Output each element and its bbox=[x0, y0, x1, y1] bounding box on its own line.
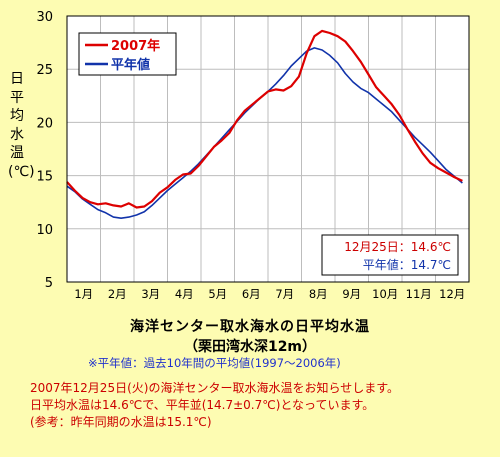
y-tick-label: 10 bbox=[36, 223, 53, 238]
normal-value-note: ※平年値：過去10年間の平均値(1997～2006年) bbox=[88, 356, 341, 370]
plot-border bbox=[66, 15, 470, 283]
annotation-box bbox=[321, 234, 459, 276]
chart-title: 海洋センター取水海水の日平均水温 bbox=[130, 319, 370, 335]
x-tick-label: 7月 bbox=[275, 287, 294, 301]
x-tick-label: 6月 bbox=[242, 287, 261, 301]
x-tick-label: 1月 bbox=[74, 287, 93, 301]
x-tick-label: 12月 bbox=[439, 287, 465, 301]
x-tick-label: 8月 bbox=[309, 287, 328, 301]
series-line-2007 bbox=[66, 29, 463, 209]
notice-line-3: (参考：昨年同期の水温は15.1℃) bbox=[30, 415, 212, 429]
legend-box bbox=[78, 32, 177, 76]
latest-value-annotation: 12月25日：14.6℃ 平年値：14.7℃ bbox=[321, 234, 459, 276]
annotation-normal: 平年値：14.7℃ bbox=[363, 257, 451, 272]
x-tick-label: 11月 bbox=[406, 287, 432, 301]
y-tick-label: 25 bbox=[36, 63, 53, 78]
x-tick-label: 2月 bbox=[108, 287, 127, 301]
y-tick-label: 15 bbox=[36, 170, 53, 185]
grid-lines bbox=[67, 16, 469, 282]
x-tick-labels: 1月 2月 3月 4月 5月 6月 7月 8月 9月 10月 11月 12月 bbox=[74, 287, 465, 301]
y-tick-labels: 5 10 15 20 25 30 bbox=[36, 10, 53, 291]
notice-line-1: 2007年12月25日(火)の海洋センター取水海水温をお知らせします。 bbox=[30, 381, 400, 395]
x-tick-label: 10月 bbox=[372, 287, 398, 301]
series-layer bbox=[66, 29, 463, 219]
y-tick-label: 30 bbox=[36, 10, 53, 25]
y-axis-label: 日平均水温(℃) bbox=[8, 71, 35, 180]
annotation-latest: 12月25日：14.6℃ bbox=[344, 240, 451, 254]
notice-line-2: 日平均水温は14.6℃で、平年並(14.7±0.7℃)となっています。 bbox=[30, 398, 375, 412]
y-tick-label: 20 bbox=[36, 116, 53, 131]
x-tick-label: 4月 bbox=[175, 287, 194, 301]
legend-label: 平年値 bbox=[111, 57, 150, 73]
notice-text: 2007年12月25日(火)の海洋センター取水海水温をお知らせします。 日平均水… bbox=[30, 380, 490, 431]
y-tick-label: 5 bbox=[45, 276, 53, 291]
legend-label: 2007年 bbox=[111, 38, 160, 54]
x-tick-label: 9月 bbox=[342, 287, 361, 301]
chart-subtitle: （栗田湾水深12m） bbox=[183, 339, 317, 355]
x-tick-label: 3月 bbox=[141, 287, 160, 301]
x-tick-label: 5月 bbox=[208, 287, 227, 301]
